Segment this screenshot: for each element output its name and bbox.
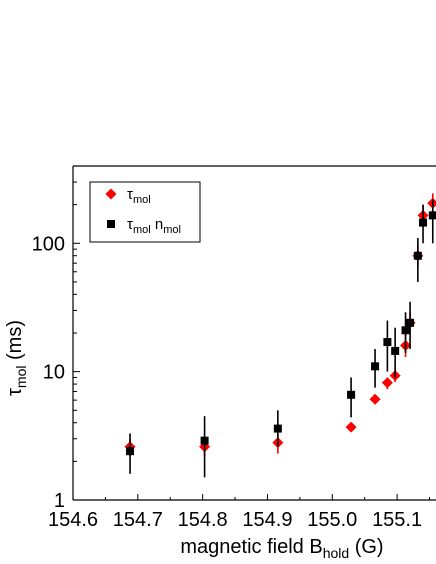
data-point-diamond	[369, 393, 381, 405]
legend-label: τmol	[127, 186, 151, 206]
data-point-square	[391, 346, 400, 355]
x-tick-label: 154.9	[242, 509, 292, 531]
data-point-square	[419, 218, 428, 227]
data-point-square	[401, 326, 410, 335]
data-point-diamond	[345, 421, 357, 433]
data-point-square	[347, 390, 356, 399]
data-point-diamond	[427, 197, 436, 209]
legend-label: τmol nmol	[127, 216, 181, 236]
data-point-square	[371, 362, 380, 371]
data-point-diamond	[381, 377, 393, 389]
x-tick-label: 155.0	[307, 509, 357, 531]
legend-marker-diamond	[105, 188, 117, 200]
x-tick-label: 154.7	[113, 509, 163, 531]
data-point-square	[126, 447, 135, 456]
legend: τmol τmol nmol	[89, 181, 201, 243]
x-tick-label: 154.6	[48, 509, 98, 531]
data-point-square	[383, 338, 392, 347]
y-tick-label: 1	[54, 490, 65, 512]
data-point-square	[406, 318, 415, 327]
x-axis-label: magnetic field Bhold (G)	[180, 536, 383, 561]
y-tick-label: 10	[43, 362, 65, 384]
data-series	[124, 193, 436, 478]
x-tick-label: 155.1	[372, 509, 422, 531]
data-point-square	[413, 251, 422, 260]
axis-labels: magnetic field Bhold (G) τmol (ms)	[4, 320, 384, 561]
axis-ticks: 154.6154.7154.8154.9155.0155.1155.211010…	[32, 165, 431, 531]
data-point-square	[273, 424, 282, 433]
y-tick-label: 100	[32, 233, 65, 255]
data-point-square	[428, 211, 436, 220]
x-tick-label: 154.8	[178, 509, 228, 531]
legend-marker-square	[107, 220, 115, 228]
data-point-square	[200, 436, 209, 445]
y-axis-label: τmol (ms)	[4, 320, 29, 396]
series-tau-mol-n-mol	[126, 199, 436, 478]
